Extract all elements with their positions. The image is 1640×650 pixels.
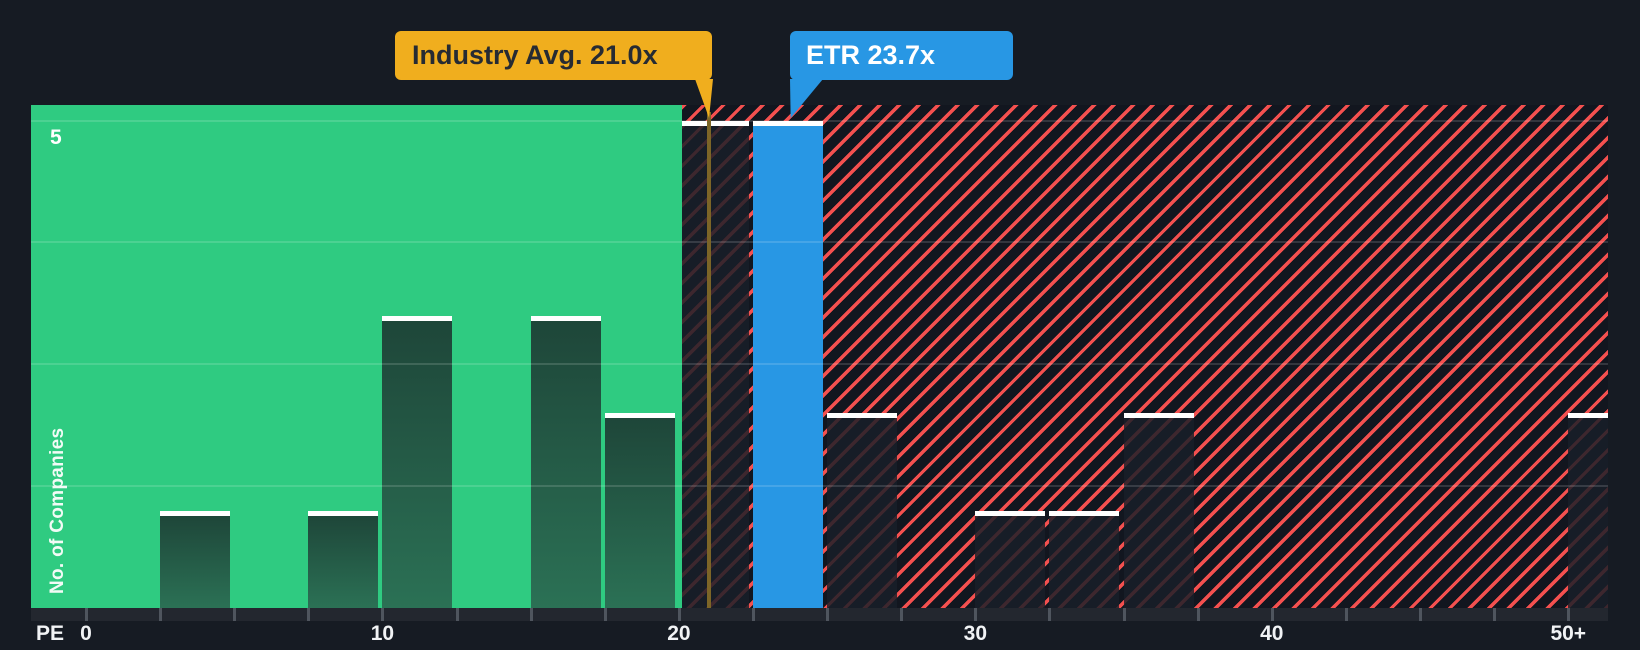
x-axis-tick [307,608,311,621]
x-axis-tick [85,608,88,621]
histogram-bar[interactable] [1568,413,1608,608]
histogram-bar[interactable] [1123,413,1194,608]
x-axis-label: 40 [1260,622,1284,645]
company-etr-badge: ETR 23.7x [790,31,1013,80]
x-axis-tick [1493,608,1497,621]
histogram-bar[interactable] [160,510,231,608]
company-pe-bar[interactable] [753,120,823,608]
x-axis-label: 20 [667,622,691,645]
x-axis-tick [159,608,163,621]
x-axis-tick [1048,608,1052,621]
histogram-bar[interactable] [604,413,675,608]
x-axis-title: PE [36,622,65,645]
industry-avg-badge: Industry Avg. 21.0x [395,31,712,80]
x-axis-label: 10 [370,622,395,645]
x-axis-tick [752,608,755,621]
x-axis-tick [677,608,681,621]
y-axis-tick-5: 5 [50,126,62,149]
y-axis-title: No. of Companies [47,427,68,594]
grid-line [31,241,1608,244]
histogram-bar[interactable] [1049,510,1120,608]
histogram-bar[interactable] [530,315,601,608]
plot-area: 5 No. of Companies [31,105,1608,608]
x-axis-tick [233,608,237,621]
x-axis-label: 50+ [1550,622,1587,645]
grid-line [31,485,1608,488]
x-axis-tick [1270,608,1274,621]
histogram-bar[interactable] [308,510,379,608]
histogram-bar[interactable] [827,413,898,608]
grid-line [31,119,1608,122]
x-axis-tick [603,608,607,621]
x-axis-tick [1122,608,1126,621]
x-axis-label: 0 [80,622,92,645]
histogram-bar[interactable] [382,315,453,608]
histogram-bar[interactable] [975,510,1046,608]
x-axis-tick [455,608,459,621]
above-average-hatched-zone [682,105,1608,608]
x-axis-tick [1567,608,1571,621]
x-axis-tick [1419,608,1423,621]
histogram-bar[interactable] [682,120,749,608]
grid-line [31,363,1608,366]
x-axis-tick [1344,608,1348,621]
x-axis-label: 30 [963,622,988,645]
x-axis-tick [381,608,385,621]
x-axis [31,608,1608,621]
x-axis-tick [529,608,533,621]
x-axis-tick [974,608,978,621]
industry-avg-line [706,112,711,608]
x-axis-tick [1196,608,1200,621]
x-axis-tick [826,608,830,621]
x-axis-tick [900,608,904,621]
